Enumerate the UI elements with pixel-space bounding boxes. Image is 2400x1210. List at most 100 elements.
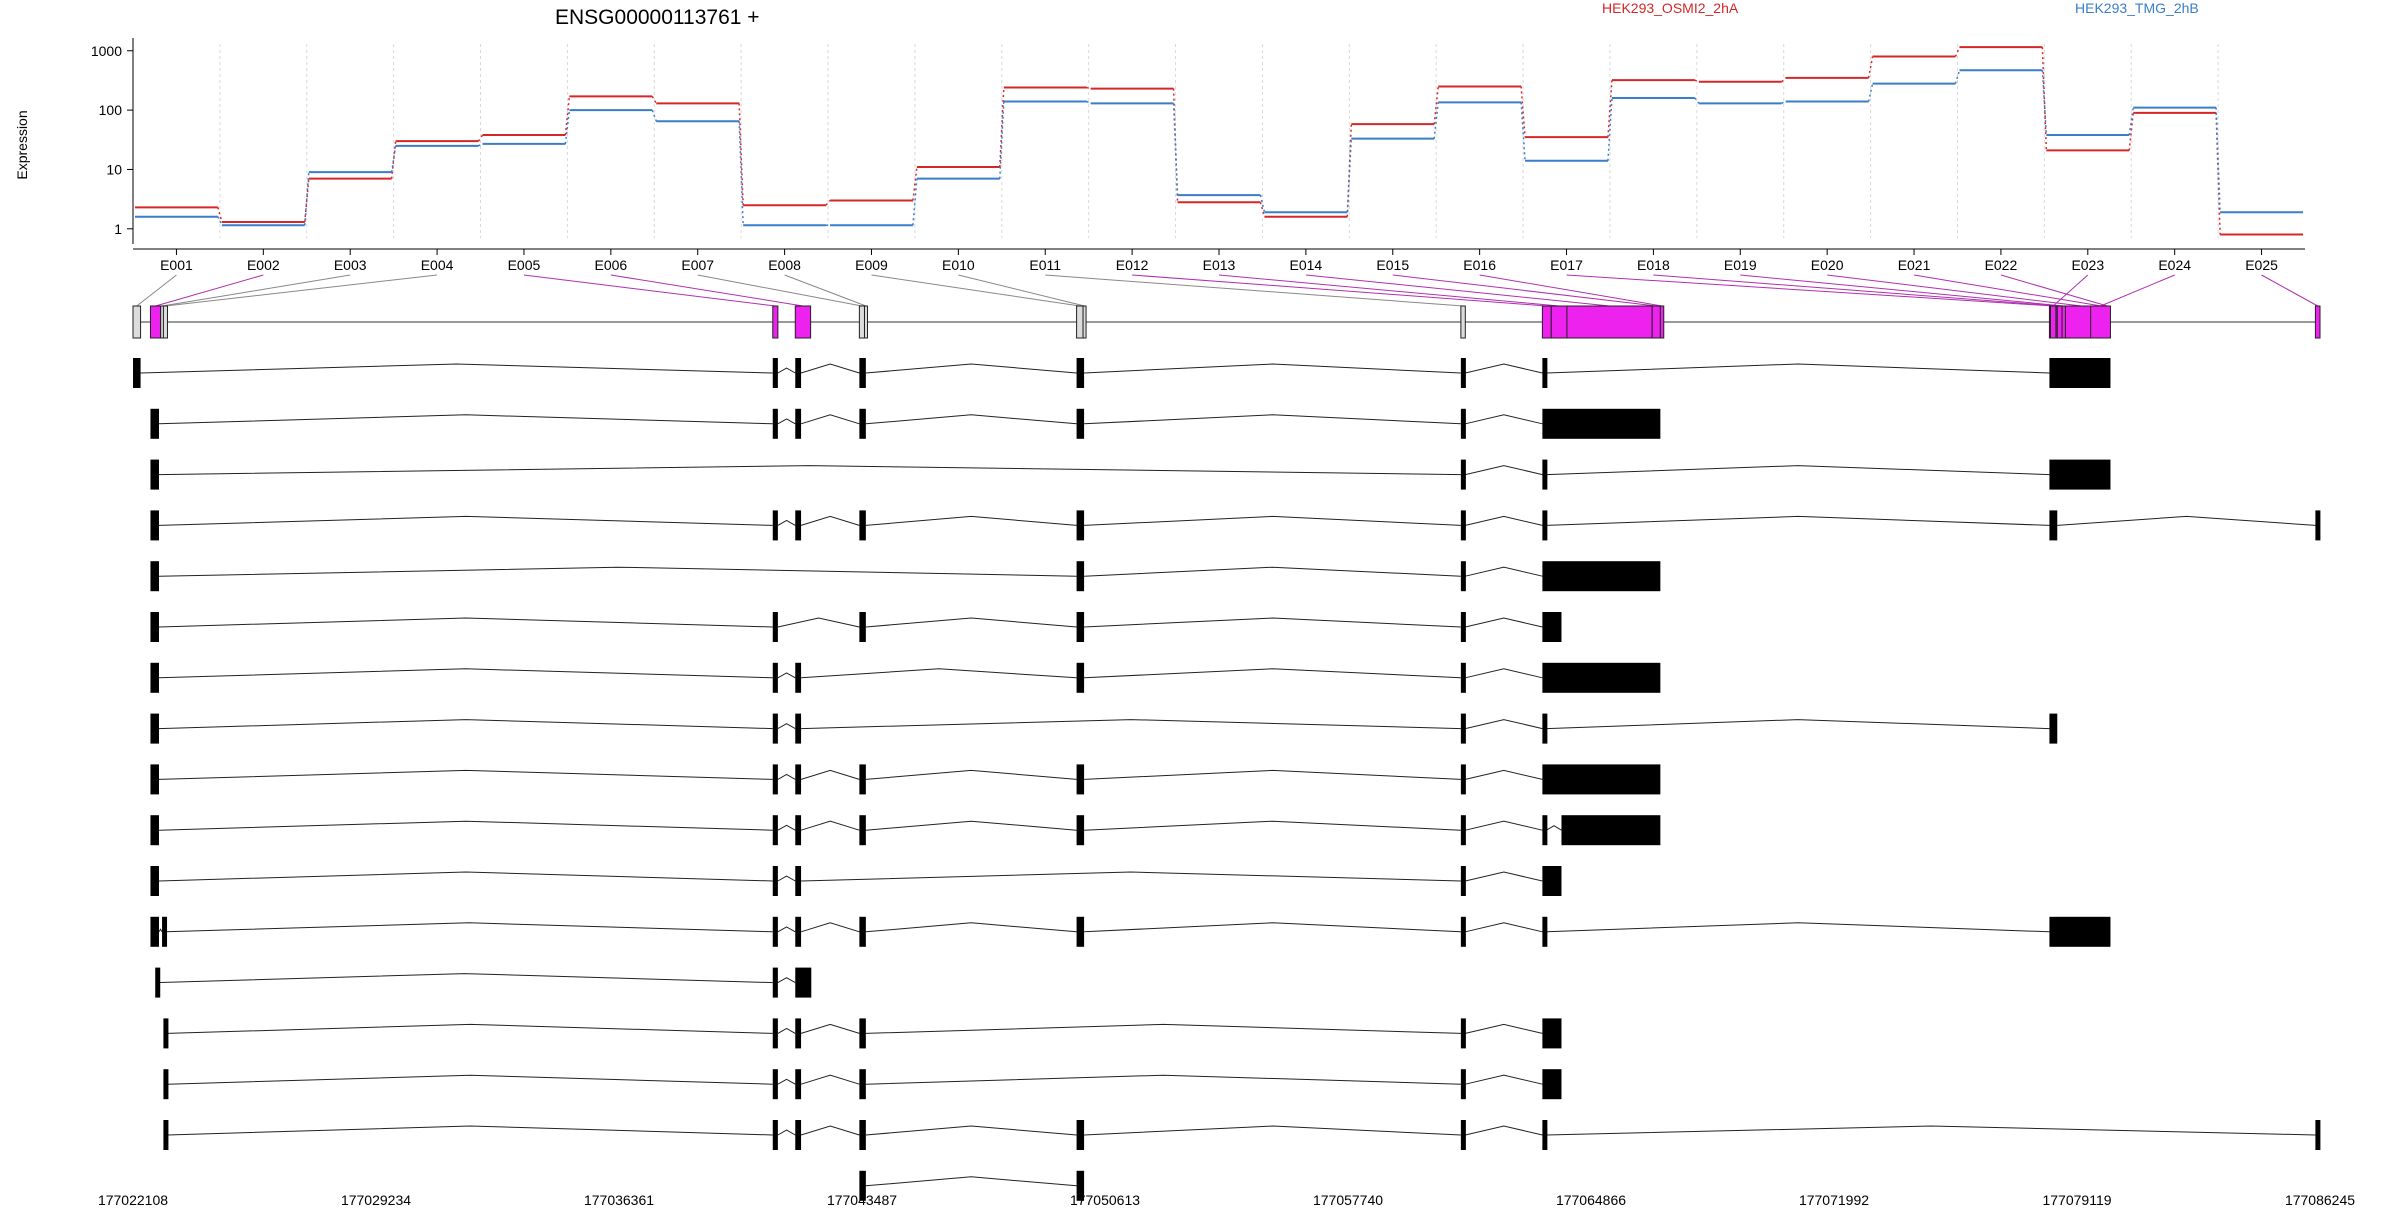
exon-bin-E008 — [863, 305, 868, 339]
y-tick-label: 1 — [114, 221, 122, 237]
exon — [772, 866, 778, 896]
intron — [865, 617, 1077, 628]
genome-tick-label: 177043487 — [827, 1192, 897, 1208]
series-connector — [390, 141, 397, 179]
intron — [158, 769, 773, 780]
exon — [1076, 1120, 1085, 1150]
exon — [2049, 459, 2111, 490]
exon-bin-label: E008 — [768, 257, 801, 273]
intron — [1465, 820, 1543, 831]
series-connector — [1433, 86, 1439, 125]
exon — [163, 1120, 169, 1150]
connector-E009 — [871, 274, 1080, 307]
series-connector — [825, 200, 831, 206]
intron — [865, 1023, 1461, 1034]
genome-tick-label: 177057740 — [1313, 1192, 1383, 1208]
intron — [1465, 668, 1543, 679]
intron — [2057, 515, 2316, 526]
exon — [150, 612, 159, 642]
intron — [777, 926, 796, 933]
exon — [1542, 510, 1548, 541]
intron — [801, 668, 1077, 679]
exon — [859, 510, 866, 541]
exon-bin-label: E025 — [2245, 257, 2278, 273]
intron — [1084, 769, 1461, 780]
connector-E010 — [958, 274, 1085, 307]
intron — [1084, 617, 1461, 628]
intron — [158, 566, 1077, 577]
exon — [1076, 1170, 1085, 1201]
intron — [1465, 871, 1543, 882]
series-connector — [564, 110, 571, 144]
series-connector — [1433, 102, 1439, 139]
intron — [158, 515, 773, 526]
intron — [800, 515, 860, 526]
intron — [800, 820, 860, 831]
transcript-track — [155, 967, 812, 998]
series-connector — [2041, 70, 2048, 136]
exon — [1460, 408, 1466, 439]
connector-E003 — [162, 274, 351, 307]
gene-model — [132, 305, 2321, 339]
intron — [865, 515, 1077, 526]
connector-E001 — [136, 274, 177, 307]
exon — [1542, 459, 1548, 490]
exon — [795, 1120, 802, 1150]
exon-bin-label: E002 — [247, 257, 280, 273]
exon-bin-label: E004 — [421, 257, 454, 273]
series-connector — [738, 103, 744, 206]
exon-bin-label: E018 — [1637, 257, 1670, 273]
intron — [1546, 1125, 2316, 1136]
legend-tmg: HEK293_TMG_2hB — [2075, 0, 2199, 16]
exon — [859, 1120, 866, 1150]
intron — [1546, 719, 2050, 730]
intron — [1546, 465, 2050, 476]
exon — [795, 408, 802, 439]
exon — [162, 916, 168, 947]
transcript-track — [150, 459, 2111, 490]
connector-E020 — [1827, 274, 2082, 307]
exon — [1076, 408, 1085, 439]
exon — [1460, 866, 1466, 896]
exon — [150, 510, 159, 541]
intron — [1546, 825, 1562, 831]
intron — [158, 668, 773, 679]
series-connector — [1694, 97, 1700, 104]
exon — [772, 713, 778, 744]
series-connector — [1954, 46, 1961, 57]
intron — [158, 414, 773, 425]
connector-E006 — [610, 274, 804, 307]
intron — [1084, 566, 1461, 577]
exon — [859, 764, 866, 795]
intron — [158, 719, 773, 730]
intron — [865, 1176, 1077, 1187]
exon — [2315, 1120, 2321, 1150]
series-connector — [999, 87, 1005, 168]
intron — [1084, 414, 1461, 425]
exon — [2049, 713, 2058, 744]
exon-bin-label: E005 — [508, 257, 541, 273]
exon-bin-label: E013 — [1203, 257, 1236, 273]
exon — [1542, 916, 1548, 947]
exon-bin-E013 — [1550, 305, 1568, 339]
series-connector — [1172, 103, 1179, 196]
exon-bin-label: E016 — [1463, 257, 1496, 273]
genome-tick-label: 177071992 — [1799, 1192, 1869, 1208]
exon-bin-E019 — [2061, 305, 2066, 339]
exon — [1460, 358, 1466, 388]
intron — [777, 1078, 796, 1085]
intron — [1546, 363, 2050, 374]
exon — [859, 916, 866, 947]
intron — [800, 1074, 860, 1085]
intron — [777, 723, 796, 730]
legend-osmi2: HEK293_OSMI2_2hA — [1602, 0, 1739, 16]
exon — [859, 1018, 866, 1049]
exon — [772, 408, 778, 439]
genome-tick-label: 177086245 — [2285, 1192, 2355, 1208]
exon — [1542, 612, 1562, 642]
genome-tick-label: 177036361 — [584, 1192, 654, 1208]
exon — [772, 967, 778, 998]
intron — [865, 820, 1077, 831]
intron — [167, 1074, 773, 1085]
intron — [1465, 515, 1543, 526]
